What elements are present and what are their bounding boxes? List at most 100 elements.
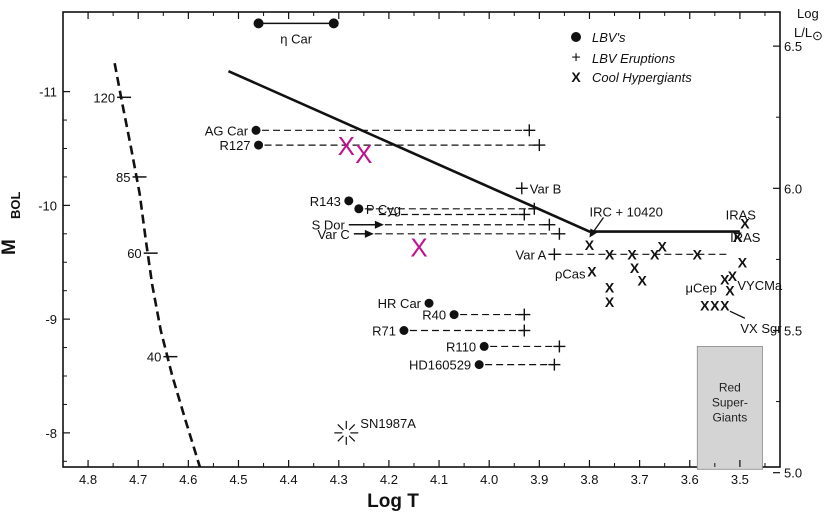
red-supergiant-label-line: Giants: [713, 410, 748, 424]
red-supergiant-box: [696, 346, 763, 470]
eta-car-label: η Car: [280, 31, 312, 46]
magenta-x-marker: X: [338, 131, 355, 161]
vx-sgr-label: VX Sgr: [740, 321, 782, 336]
irc-label: IRC + 10420: [589, 205, 662, 220]
lbv-label: HR Car: [378, 296, 422, 311]
legend-cool-marker: X: [571, 69, 581, 85]
cool-hypergiant-marker: X: [700, 297, 710, 313]
cool-hypergiant-marker: X: [627, 246, 637, 262]
cool-hypergiant-marker: X: [720, 271, 730, 287]
arrow-star-label: S Dor: [312, 218, 346, 233]
legend-lbv-label: LBV's: [592, 30, 626, 45]
red-supergiant-label-line: Super-: [712, 395, 748, 409]
lbv-marker: [474, 360, 484, 370]
right-axis-title-log: Log: [797, 6, 819, 21]
zams-mass-label: 60: [127, 246, 141, 261]
arrow-head: [374, 220, 384, 229]
y-tick-label: -10: [38, 198, 57, 213]
lbv-label: R71: [372, 324, 396, 339]
x-tick-label: 4.5: [229, 472, 247, 487]
right-tick-label: 6.0: [784, 181, 802, 196]
legend-eruption-label: LBV Eruptions: [592, 51, 676, 66]
irc-pointer-head: [589, 228, 598, 238]
y-axis-title-sub: BOL: [8, 192, 23, 220]
arrow-star-label: Var C: [318, 227, 350, 242]
right-tick-label: 5.5: [784, 324, 802, 339]
zams-mass-label: 40: [147, 350, 161, 365]
hd-limit-line: [227, 69, 740, 233]
lbv-marker: [344, 196, 354, 206]
cool-hypergiant-marker: X: [650, 246, 660, 262]
sn1987a-marker-ray: [337, 423, 344, 431]
iras-label-2: IRAS: [730, 230, 761, 245]
lbv-label: P Cyg: [366, 202, 401, 217]
lbv-marker: [354, 204, 364, 214]
magenta-x-marker: X: [410, 232, 427, 262]
x-tick-label: 3.6: [681, 472, 699, 487]
cool-hypergiant-marker: X: [605, 294, 615, 310]
x-tick-label: 4.2: [380, 472, 398, 487]
y-axis-title-main: M: [0, 239, 20, 255]
sn1987a-marker-ray: [348, 435, 356, 442]
cool-hypergiant-marker: X: [725, 283, 735, 299]
lbv-marker: [449, 310, 459, 320]
right-axis-title-sun-symbol: ⊙: [812, 28, 823, 43]
cool-hypergiant-marker: X: [587, 263, 597, 279]
y-axis-title: M BOL: [0, 192, 23, 256]
x-tick-label: 4.7: [129, 472, 147, 487]
vx-sgr-pointer: [729, 310, 746, 319]
cool-hypergiant-marker: X: [740, 216, 750, 232]
x-axis-title: Log T: [367, 491, 419, 512]
cool-hypergiant-marker: X: [693, 246, 703, 262]
cool-hypergiant-marker: X: [710, 297, 720, 313]
zams-mass-label: 120: [93, 90, 115, 105]
y-tick-label: -11: [39, 85, 57, 100]
lbv-marker: [424, 298, 434, 308]
sn1987a-marker-ray: [348, 423, 356, 431]
x-tick-label: 4.1: [430, 472, 448, 487]
right-tick-label: 5.0: [784, 466, 802, 481]
lbv-label: AG Car: [205, 123, 249, 138]
cool-hypergiant-marker: X: [605, 279, 615, 295]
var-a-label: Var A: [516, 247, 547, 262]
legend: LBV's + LBV Eruptions X Cool Hypergiants: [571, 30, 692, 85]
y-tick-label: -9: [45, 312, 57, 327]
lbv-label: R127: [219, 138, 250, 153]
x-tick-label: 3.8: [580, 472, 598, 487]
x-tick-label: 3.5: [731, 472, 749, 487]
cool-hypergiant-marker: X: [585, 237, 595, 253]
x-tick-label: 3.7: [631, 472, 649, 487]
legend-lbv-marker: [571, 32, 581, 42]
axis-ticks: 4.8 4.7 4.6 4.5 4.4 4.3 4.2 4.1 4.0 3.9 3.8 3.7 3.6 3…: [38, 12, 802, 487]
lbv-label: R40: [422, 308, 446, 323]
arrow-head: [364, 229, 374, 238]
legend-cool-label: Cool Hypergiants: [592, 70, 692, 85]
curves: [113, 22, 746, 468]
magenta-x-marker: X: [355, 139, 372, 169]
lbv-label: R110: [446, 339, 476, 354]
eta-car-dot: [253, 18, 264, 29]
eta-car-dot: [328, 18, 339, 29]
right-axis-title-lum: L/L: [794, 25, 812, 40]
cool-hypergiant-marker: X: [657, 238, 667, 254]
sn1987a-marker-ray: [337, 435, 344, 442]
sn1987a-label: SN1987A: [360, 416, 416, 431]
right-tick-label: 6.5: [784, 39, 802, 54]
mu-cep-label: μCep: [686, 280, 717, 295]
cool-hypergiant-marker: X: [733, 229, 743, 245]
lbv-label: R143: [310, 194, 341, 209]
cool-hypergiant-marker: X: [637, 272, 647, 288]
plot-frame: [62, 11, 781, 468]
var-b-label: Var B: [530, 181, 562, 196]
lbv-marker: [399, 326, 409, 335]
vy-cma-label: VYCMa: [737, 278, 783, 293]
legend-eruption-marker: +: [571, 50, 580, 67]
x-tick-label: 4.4: [280, 472, 298, 487]
lbv-marker: [251, 125, 261, 135]
x-tick-label: 4.3: [330, 472, 348, 487]
